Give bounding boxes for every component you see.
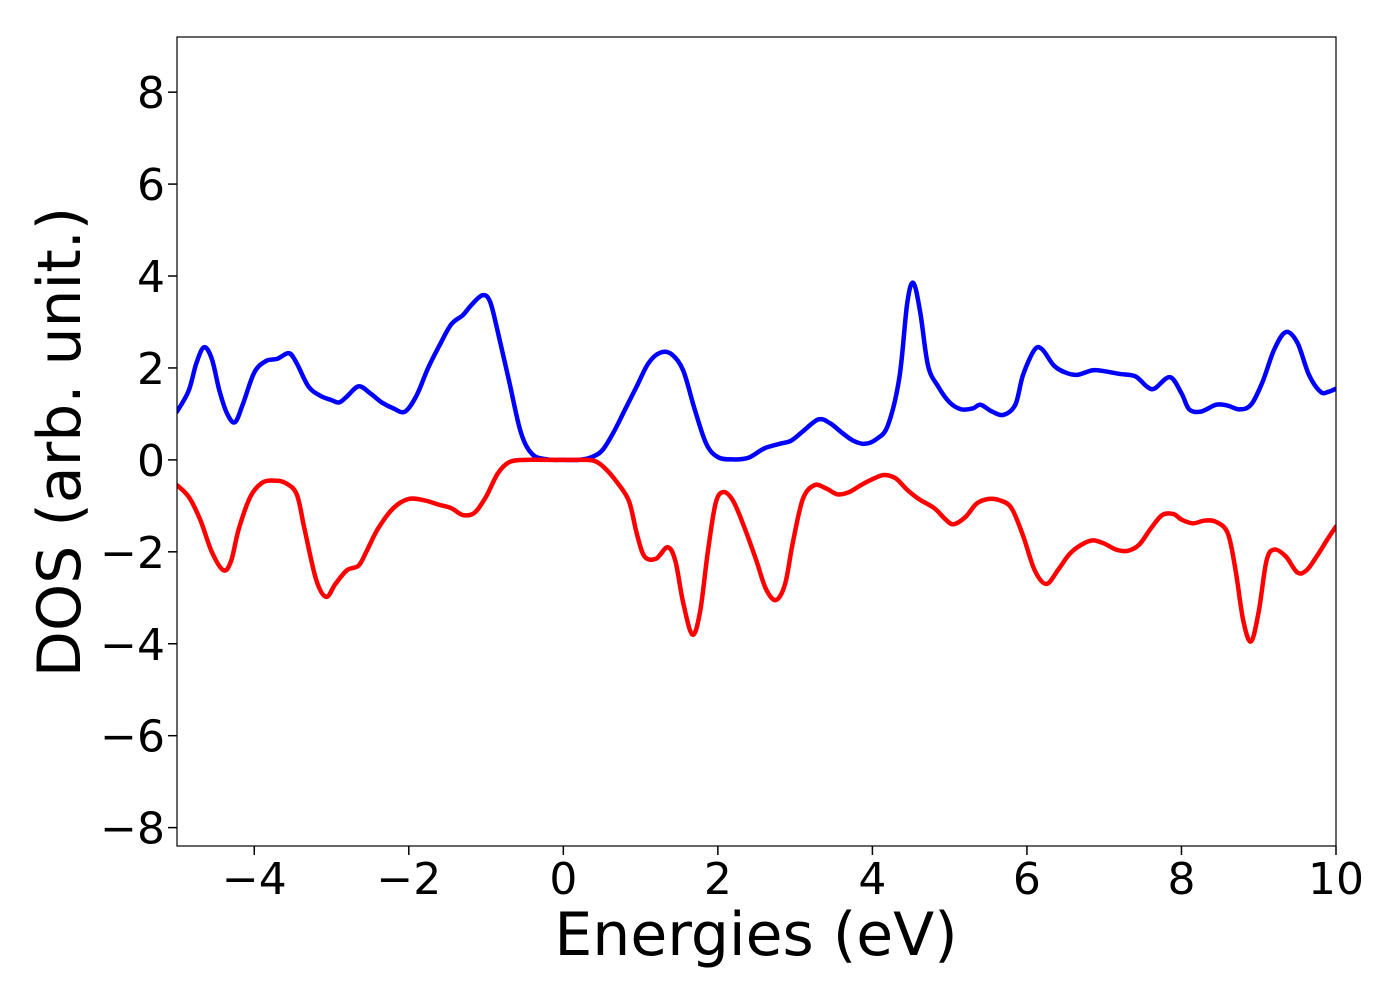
x-tick-label: 0 <box>549 854 577 905</box>
y-tick-label: 4 <box>137 252 165 303</box>
x-axis-title: Energies (eV) <box>554 900 957 970</box>
plot-frame <box>176 36 1337 847</box>
y-axis: −8 −6 −4 −2 0 2 4 6 8 <box>100 68 177 855</box>
y-axis-title: DOS (arb. unit.) <box>25 207 95 677</box>
y-tick-label: −2 <box>100 528 165 579</box>
y-tick-label: −8 <box>100 804 165 855</box>
y-tick-label: −6 <box>100 712 165 763</box>
y-tick-label: −4 <box>100 620 165 671</box>
x-tick-label: 6 <box>1013 854 1041 905</box>
y-tick-label: 8 <box>137 68 165 119</box>
x-tick-label: 4 <box>858 854 886 905</box>
series-layer <box>177 280 1336 644</box>
series-line-2 <box>177 457 1336 644</box>
x-axis: −4 −2 0 2 4 6 8 10 <box>222 846 1364 905</box>
y-tick-label: 6 <box>137 160 165 211</box>
x-tick-label: −4 <box>222 854 287 905</box>
y-tick-label: 2 <box>137 344 165 395</box>
series-line-1 <box>177 280 1336 463</box>
x-tick-label: 10 <box>1308 854 1364 905</box>
x-tick-label: 8 <box>1167 854 1195 905</box>
y-tick-label: 0 <box>137 436 165 487</box>
x-tick-label: −2 <box>376 854 441 905</box>
x-tick-label: 2 <box>704 854 732 905</box>
